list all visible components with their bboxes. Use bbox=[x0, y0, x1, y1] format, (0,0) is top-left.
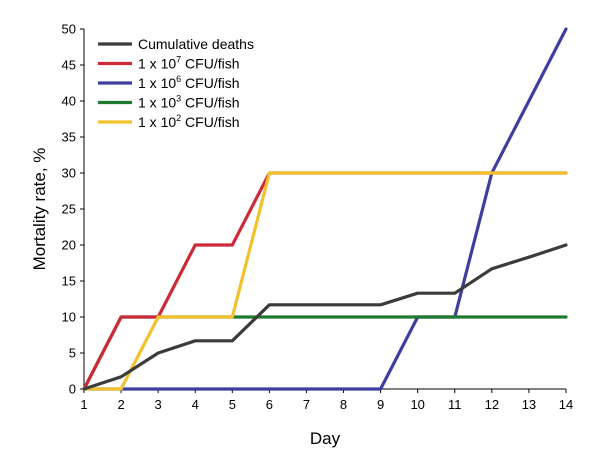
x-tick-label: 5 bbox=[229, 397, 236, 412]
x-tick-label: 12 bbox=[485, 397, 499, 412]
legend-entry: Cumulative deaths bbox=[138, 36, 254, 52]
series-lines bbox=[82, 27, 568, 391]
x-tick-label: 2 bbox=[117, 397, 124, 412]
y-tick-label: 15 bbox=[62, 274, 76, 289]
x-tick-label: 3 bbox=[155, 397, 162, 412]
x-tick-label: 4 bbox=[192, 397, 199, 412]
x-tick-label: 8 bbox=[340, 397, 347, 412]
y-tick-label: 50 bbox=[62, 22, 76, 37]
x-tick-label: 6 bbox=[266, 397, 273, 412]
y-tick-label: 0 bbox=[69, 382, 76, 397]
y-tick-label: 45 bbox=[62, 58, 76, 73]
series-line-4 bbox=[82, 171, 568, 391]
series-line-1 bbox=[82, 171, 568, 391]
x-tick-label: 11 bbox=[448, 397, 462, 412]
x-tick-label: 9 bbox=[377, 397, 384, 412]
y-tick-label: 20 bbox=[62, 238, 76, 253]
x-tick-label: 14 bbox=[559, 397, 573, 412]
y-tick-label: 10 bbox=[62, 310, 76, 325]
x-tick-label: 1 bbox=[80, 397, 87, 412]
x-tick-label: 13 bbox=[522, 397, 536, 412]
y-tick-label: 25 bbox=[62, 202, 76, 217]
x-tick-label: 10 bbox=[410, 397, 424, 412]
series-line-2 bbox=[82, 27, 568, 391]
legend-entry: 1 x 103 CFU/fish bbox=[138, 94, 240, 111]
legend-entry: 1 x 102 CFU/fish bbox=[138, 113, 240, 130]
legend: Cumulative deaths 1 x 107 CFU/fish 1 x 106… bbox=[98, 36, 254, 130]
y-tick-label: 5 bbox=[69, 346, 76, 361]
legend-entry: 1 x 107 CFU/fish bbox=[138, 55, 240, 72]
y-tick-label: 35 bbox=[62, 130, 76, 145]
series-line-0 bbox=[82, 243, 568, 391]
x-axis-title: Day bbox=[310, 429, 341, 448]
y-axis-title: Mortality rate, % bbox=[30, 148, 49, 271]
x-tick-label: 7 bbox=[303, 397, 310, 412]
legend-entry: 1 x 106 CFU/fish bbox=[138, 74, 240, 91]
y-tick-label: 40 bbox=[62, 94, 76, 109]
y-tick-label: 30 bbox=[62, 166, 76, 181]
